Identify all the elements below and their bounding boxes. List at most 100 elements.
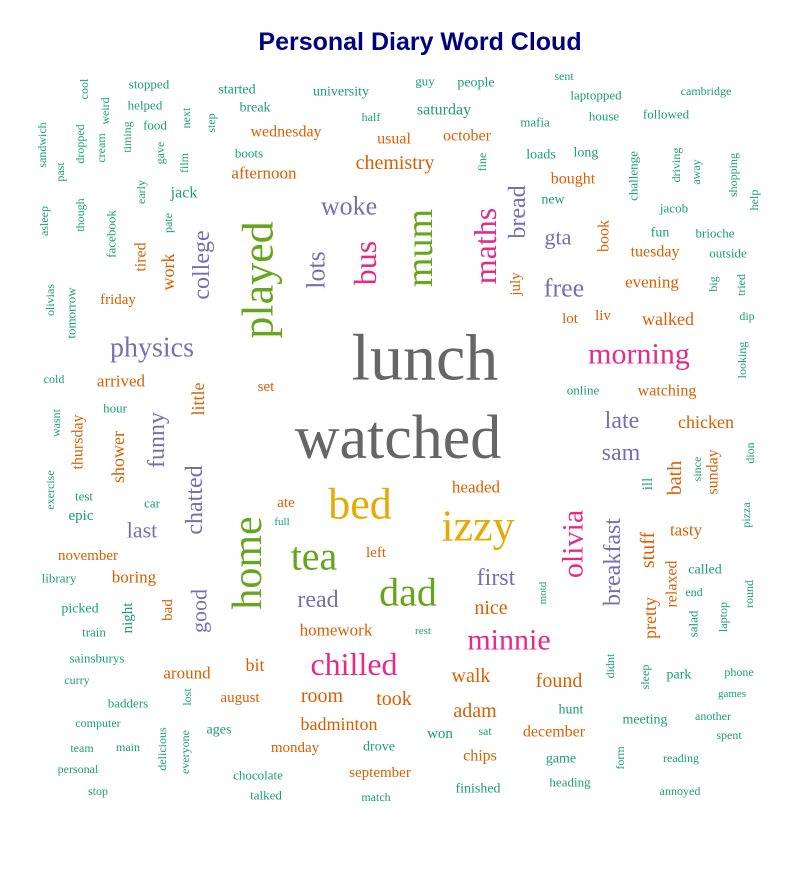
word-early: early bbox=[134, 180, 148, 204]
word-maths: maths bbox=[467, 208, 503, 284]
word-cream: cream bbox=[94, 133, 108, 163]
word-chocolate: chocolate bbox=[233, 768, 283, 783]
word-bought: bought bbox=[551, 171, 596, 188]
word-sleep: sleep bbox=[638, 665, 652, 690]
word-olivia: olivia bbox=[557, 510, 590, 578]
word-reading: reading bbox=[663, 751, 699, 765]
word-set: set bbox=[258, 379, 275, 395]
word-homework: homework bbox=[300, 621, 373, 640]
word-usual: usual bbox=[377, 131, 411, 148]
word-walked: walked bbox=[642, 309, 694, 329]
word-half: half bbox=[362, 110, 381, 124]
word-ill: ill bbox=[640, 478, 656, 491]
word-september: september bbox=[349, 765, 411, 781]
word-tried: tried bbox=[734, 274, 748, 296]
word-form: form bbox=[613, 746, 627, 770]
word-test: test bbox=[75, 489, 93, 504]
word-full: full bbox=[274, 516, 289, 528]
word-help: help bbox=[747, 190, 761, 211]
word-izzy: izzy bbox=[441, 502, 514, 551]
word-wednesday: wednesday bbox=[250, 124, 321, 141]
word-timing: timing bbox=[120, 121, 134, 152]
word-friday: friday bbox=[100, 292, 136, 308]
word-end: end bbox=[685, 585, 702, 599]
word-olivias: olivias bbox=[43, 284, 57, 316]
word-driving: driving bbox=[669, 148, 683, 183]
word-ages: ages bbox=[207, 723, 232, 738]
word-university: university bbox=[313, 85, 369, 100]
word-bus: bus bbox=[347, 241, 383, 285]
word-dion: dion bbox=[743, 442, 757, 463]
word-new: new bbox=[541, 193, 565, 208]
word-jacob: jacob bbox=[659, 201, 688, 216]
word-online: online bbox=[567, 383, 600, 398]
word-spent: spent bbox=[716, 728, 742, 742]
word-woke: woke bbox=[321, 192, 377, 221]
word-watched: watched bbox=[295, 404, 502, 472]
word-tea: tea bbox=[291, 534, 338, 579]
word-adam: adam bbox=[453, 700, 497, 722]
word-chemistry: chemistry bbox=[356, 152, 435, 174]
word-guy: guy bbox=[415, 74, 435, 89]
word-dip: dip bbox=[739, 309, 754, 323]
word-match: match bbox=[361, 790, 390, 804]
word-salad: salad bbox=[686, 610, 701, 637]
word-chicken: chicken bbox=[678, 412, 734, 432]
word-meeting: meeting bbox=[622, 713, 667, 728]
word-another: another bbox=[695, 709, 731, 723]
word-phone: phone bbox=[724, 665, 753, 679]
word-tuesday: tuesday bbox=[631, 244, 680, 261]
word-hunt: hunt bbox=[559, 703, 584, 718]
word-lost: lost bbox=[180, 688, 194, 706]
word-headed: headed bbox=[452, 478, 501, 497]
word-monday: monday bbox=[271, 740, 320, 756]
word-room: room bbox=[301, 685, 344, 707]
word-house: house bbox=[589, 109, 620, 124]
word-sandwich: sandwich bbox=[35, 122, 49, 167]
word-boots: boots bbox=[235, 146, 263, 161]
word-november: november bbox=[58, 548, 118, 564]
word-liv: liv bbox=[595, 308, 611, 324]
word-thursday: thursday bbox=[70, 414, 87, 469]
word-badders: badders bbox=[108, 696, 148, 711]
word-lunch: lunch bbox=[352, 322, 499, 395]
word-bit: bit bbox=[245, 655, 264, 675]
word-step: step bbox=[204, 113, 218, 132]
chart-title: Personal Diary Word Cloud bbox=[258, 28, 582, 56]
word-relaxed: relaxed bbox=[664, 560, 681, 607]
word-though: though bbox=[73, 198, 87, 231]
word-lots: lots bbox=[302, 251, 331, 289]
word-epic: epic bbox=[69, 508, 94, 524]
word-chatted: chatted bbox=[182, 465, 208, 534]
word-library: library bbox=[42, 571, 77, 586]
word-tired: tired bbox=[133, 242, 150, 271]
word-sam: sam bbox=[602, 440, 641, 466]
word-break: break bbox=[239, 101, 270, 116]
word-chips: chips bbox=[463, 748, 497, 765]
word-bath: bath bbox=[664, 461, 686, 495]
word-walk: walk bbox=[452, 665, 491, 687]
word-boring: boring bbox=[112, 568, 157, 587]
word-sat: sat bbox=[478, 724, 492, 738]
word-december: december bbox=[523, 724, 586, 741]
word-breakfast: breakfast bbox=[600, 518, 626, 606]
word-team: team bbox=[70, 741, 94, 755]
word-finished: finished bbox=[455, 782, 500, 797]
word-shower: shower bbox=[108, 431, 128, 483]
word-won: won bbox=[427, 726, 453, 742]
word-laptopped: laptopped bbox=[570, 88, 622, 103]
word-outside: outside bbox=[709, 246, 747, 261]
word-nice: nice bbox=[474, 597, 507, 619]
word-away: away bbox=[689, 159, 703, 184]
word-everyone: everyone bbox=[178, 730, 192, 774]
word-read: read bbox=[297, 587, 338, 613]
word-last: last bbox=[127, 518, 158, 543]
word-afternoon: afternoon bbox=[231, 164, 297, 183]
word-saturday: saturday bbox=[417, 102, 471, 119]
word-exercise: exercise bbox=[43, 470, 57, 509]
word-stop: stop bbox=[88, 784, 108, 798]
word-tasty: tasty bbox=[670, 521, 703, 540]
word-annoyed: annoyed bbox=[660, 784, 701, 798]
word-minnie: minnie bbox=[467, 624, 550, 657]
word-helped: helped bbox=[128, 98, 163, 113]
